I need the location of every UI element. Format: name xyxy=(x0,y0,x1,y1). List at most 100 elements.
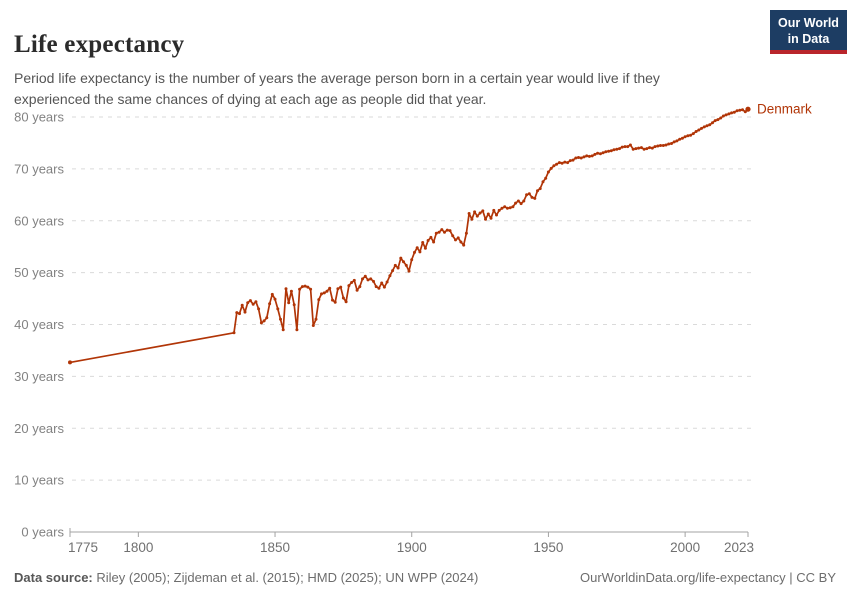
data-point xyxy=(615,147,619,151)
data-point xyxy=(571,158,575,162)
y-tick-label: 60 years xyxy=(14,213,64,228)
data-point xyxy=(492,208,496,212)
data-point xyxy=(273,297,277,301)
data-point xyxy=(331,298,334,302)
data-point xyxy=(240,303,244,307)
data-point xyxy=(689,133,693,137)
data-point xyxy=(434,231,438,235)
data-point xyxy=(639,146,643,150)
data-point xyxy=(525,193,529,197)
y-tick-label: 30 years xyxy=(14,369,64,384)
data-point xyxy=(366,278,370,282)
x-tick-label: 1850 xyxy=(260,540,290,555)
data-point xyxy=(631,147,635,151)
data-point xyxy=(352,278,356,282)
data-point xyxy=(456,236,460,240)
data-source-note: Data source: Riley (2005); Zijdeman et a… xyxy=(14,570,478,585)
data-point xyxy=(678,137,682,141)
data-point xyxy=(451,234,455,238)
data-point xyxy=(516,199,520,203)
data-point xyxy=(642,147,646,151)
data-point xyxy=(361,277,364,281)
data-point xyxy=(341,296,345,300)
data-point xyxy=(634,147,638,151)
data-point xyxy=(702,125,706,129)
chart-url-license-link[interactable]: OurWorldinData.org/life-expectancy | CC … xyxy=(579,570,836,585)
data-point xyxy=(413,250,416,254)
data-point xyxy=(716,118,720,122)
data-point xyxy=(423,246,427,250)
data-point xyxy=(391,269,395,273)
data-point xyxy=(587,154,591,158)
data-point xyxy=(344,300,348,304)
y-tick-label: 20 years xyxy=(14,421,64,436)
entity-label[interactable]: Denmark xyxy=(757,102,812,117)
data-point xyxy=(650,146,654,150)
data-point xyxy=(566,161,570,165)
data-point xyxy=(503,205,507,209)
data-point xyxy=(418,250,422,254)
chart-subtitle: Period life expectancy is the number of … xyxy=(14,70,660,107)
data-point xyxy=(251,302,255,306)
x-tick-label: 1775 xyxy=(68,540,98,555)
data-point xyxy=(270,292,274,296)
data-point xyxy=(287,301,291,305)
data-point xyxy=(336,287,340,291)
data-point xyxy=(243,310,247,314)
data-point xyxy=(659,144,662,147)
data-point xyxy=(661,144,665,147)
data-point xyxy=(648,146,652,150)
data-point xyxy=(246,301,250,305)
data-point xyxy=(467,212,471,215)
data-point xyxy=(328,286,332,290)
data-point xyxy=(604,150,608,154)
data-point xyxy=(544,176,548,180)
data-point xyxy=(380,281,384,285)
data-point xyxy=(489,216,493,220)
data-point xyxy=(500,206,504,210)
data-point xyxy=(292,303,296,307)
data-point xyxy=(377,286,381,290)
data-point xyxy=(470,217,474,221)
data-point xyxy=(552,164,556,168)
x-tick-label: 2000 xyxy=(670,540,700,555)
data-point xyxy=(385,280,389,284)
data-point xyxy=(415,246,419,250)
data-point xyxy=(574,156,578,160)
data-point xyxy=(254,300,258,304)
data-point xyxy=(711,121,714,125)
data-point xyxy=(645,147,649,151)
data-point xyxy=(675,139,679,143)
x-tick-label: 1950 xyxy=(533,540,563,555)
data-point xyxy=(388,274,392,278)
data-point xyxy=(407,269,411,273)
data-point xyxy=(656,144,660,148)
y-tick-label: 10 years xyxy=(14,473,64,488)
data-point-end xyxy=(745,106,751,112)
data-point xyxy=(295,328,299,332)
data-point xyxy=(265,316,269,320)
data-point xyxy=(582,155,586,159)
data-point xyxy=(530,195,534,199)
data-point xyxy=(697,128,701,132)
data-point xyxy=(497,208,501,212)
data-point xyxy=(429,235,433,239)
data-point xyxy=(732,110,736,114)
data-point xyxy=(546,170,550,174)
data-point xyxy=(541,180,545,184)
owid-logo[interactable]: Our World in Data xyxy=(770,10,847,54)
data-point xyxy=(713,119,717,123)
data-point xyxy=(579,156,583,160)
data-point xyxy=(609,149,613,153)
data-point xyxy=(358,285,362,289)
data-point xyxy=(691,132,695,136)
data-point xyxy=(262,319,266,323)
data-point xyxy=(320,292,323,296)
data-point xyxy=(686,134,690,138)
data-point xyxy=(743,110,747,114)
data-point xyxy=(519,202,523,206)
data-point xyxy=(374,285,378,289)
data-point xyxy=(607,149,611,153)
